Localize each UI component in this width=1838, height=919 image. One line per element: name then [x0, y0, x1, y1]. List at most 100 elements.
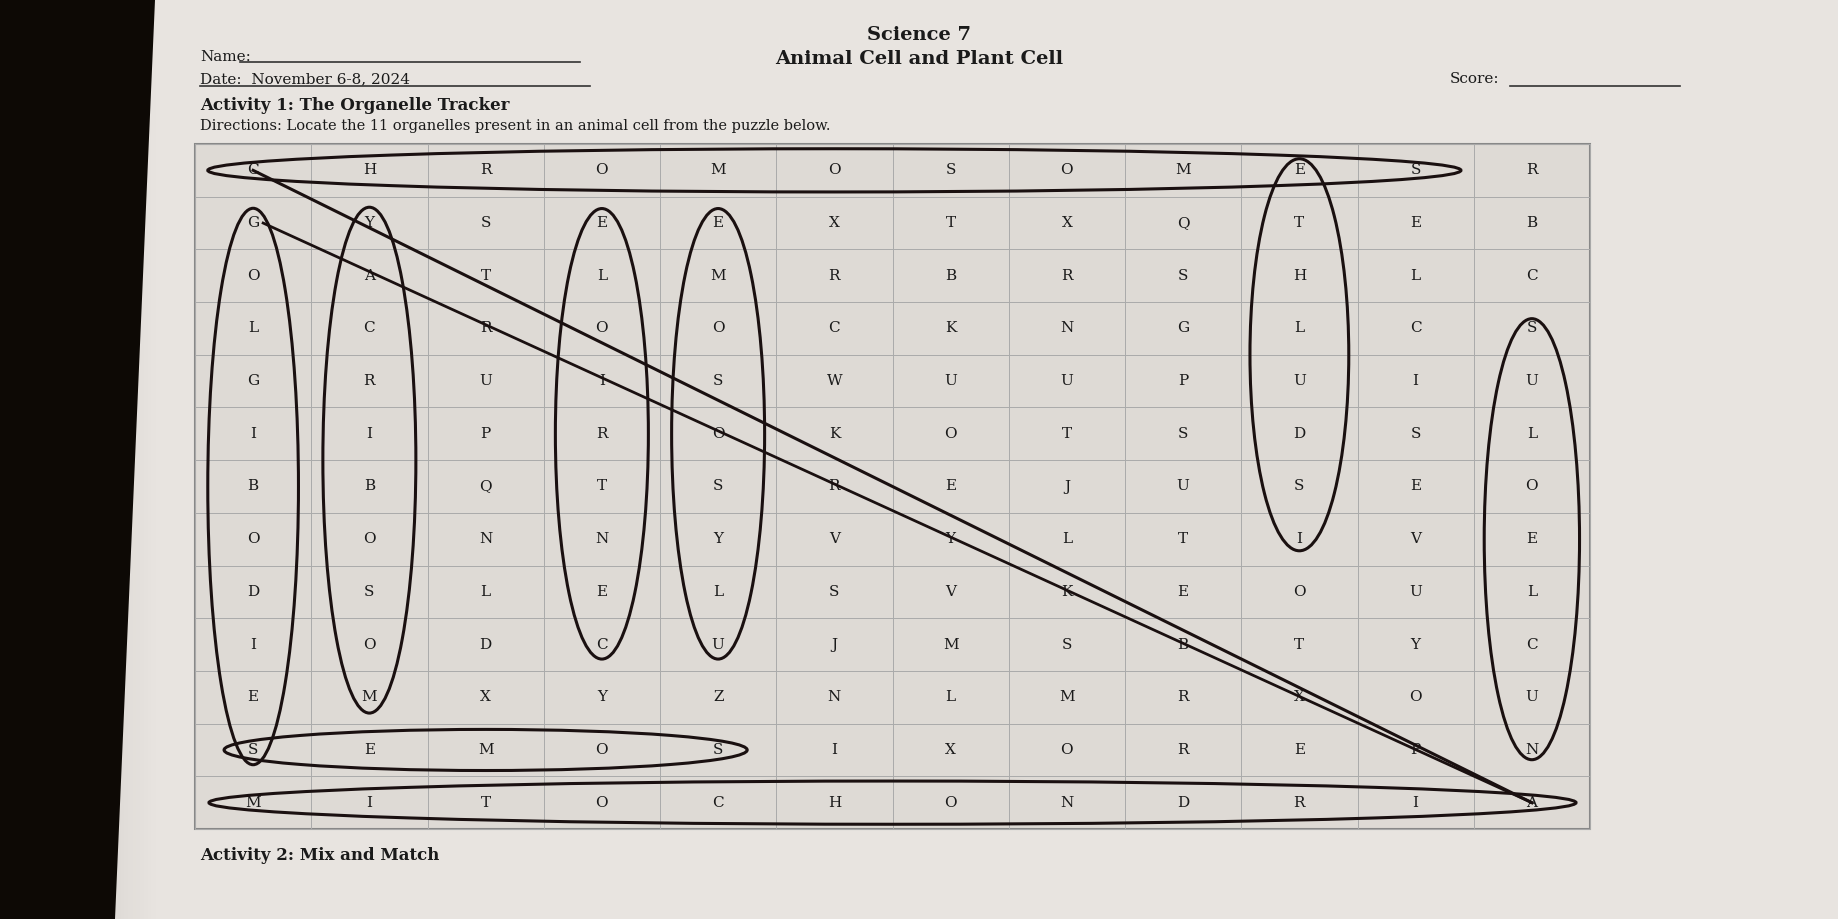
Text: X: X — [829, 216, 840, 230]
Text: S: S — [248, 743, 259, 757]
Text: S: S — [1178, 268, 1189, 283]
Text: E: E — [1410, 480, 1421, 494]
Text: I: I — [1413, 796, 1419, 810]
Text: G: G — [1176, 322, 1189, 335]
Text: U: U — [1176, 480, 1189, 494]
Text: L: L — [248, 322, 257, 335]
Text: P: P — [1178, 374, 1187, 388]
Text: P: P — [480, 426, 491, 441]
Text: R: R — [1526, 164, 1538, 177]
Text: B: B — [1178, 638, 1189, 652]
Text: O: O — [246, 268, 259, 283]
Text: L: L — [1527, 584, 1537, 599]
Text: O: O — [596, 796, 608, 810]
Text: Score:: Score: — [1450, 72, 1500, 86]
Text: E: E — [248, 690, 259, 704]
Text: R: R — [480, 164, 491, 177]
Text: R: R — [829, 480, 840, 494]
Text: M: M — [709, 268, 726, 283]
Text: O: O — [1061, 164, 1073, 177]
Text: M: M — [709, 164, 726, 177]
Text: S: S — [364, 584, 375, 599]
Text: C: C — [1410, 322, 1421, 335]
Text: Name:: Name: — [200, 50, 250, 64]
Text: U: U — [1292, 374, 1305, 388]
Text: E: E — [364, 743, 375, 757]
Text: S: S — [713, 743, 724, 757]
Text: R: R — [829, 268, 840, 283]
Text: S: S — [1410, 426, 1421, 441]
Text: L: L — [597, 268, 607, 283]
Text: T: T — [480, 796, 491, 810]
Text: O: O — [1294, 584, 1305, 599]
Text: A: A — [364, 268, 375, 283]
Text: D: D — [1176, 796, 1189, 810]
Text: U: U — [1526, 374, 1538, 388]
Text: N: N — [1061, 322, 1073, 335]
Text: N: N — [596, 532, 608, 546]
Text: S: S — [480, 216, 491, 230]
Text: Science 7: Science 7 — [868, 26, 970, 44]
Text: O: O — [364, 638, 375, 652]
Text: Q: Q — [480, 480, 493, 494]
Polygon shape — [0, 0, 154, 919]
Text: T: T — [1178, 532, 1187, 546]
Text: W: W — [827, 374, 842, 388]
Text: L: L — [945, 690, 956, 704]
Text: T: T — [1062, 426, 1072, 441]
Text: X: X — [1061, 216, 1072, 230]
Text: O: O — [829, 164, 840, 177]
Text: K: K — [829, 426, 840, 441]
Text: E: E — [596, 584, 607, 599]
Text: O: O — [1526, 480, 1538, 494]
Text: O: O — [1410, 690, 1423, 704]
Text: D: D — [1294, 426, 1305, 441]
Text: Y: Y — [597, 690, 607, 704]
Text: E: E — [1294, 743, 1305, 757]
Text: E: E — [596, 216, 607, 230]
Text: O: O — [596, 743, 608, 757]
Text: Date:  November 6-8, 2024: Date: November 6-8, 2024 — [200, 72, 410, 86]
Text: S: S — [1294, 480, 1305, 494]
Text: S: S — [1527, 322, 1537, 335]
Text: M: M — [1174, 164, 1191, 177]
Text: L: L — [1294, 322, 1305, 335]
Text: N: N — [480, 532, 493, 546]
Text: N: N — [1526, 743, 1538, 757]
Text: I: I — [250, 426, 255, 441]
Text: Animal Cell and Plant Cell: Animal Cell and Plant Cell — [776, 50, 1062, 68]
Text: J: J — [831, 638, 838, 652]
Text: R: R — [596, 426, 608, 441]
Text: R: R — [1061, 268, 1073, 283]
Text: Y: Y — [1410, 638, 1421, 652]
Text: O: O — [711, 426, 724, 441]
Text: Y: Y — [713, 532, 722, 546]
Text: H: H — [1292, 268, 1307, 283]
Text: U: U — [1410, 584, 1423, 599]
Text: U: U — [480, 374, 493, 388]
Text: K: K — [945, 322, 956, 335]
Text: L: L — [1062, 532, 1072, 546]
Text: L: L — [713, 584, 722, 599]
Text: B: B — [248, 480, 259, 494]
Text: L: L — [1410, 268, 1421, 283]
Text: Z: Z — [713, 690, 724, 704]
Text: X: X — [480, 690, 491, 704]
Text: U: U — [945, 374, 958, 388]
Text: X: X — [945, 743, 956, 757]
Text: O: O — [596, 322, 608, 335]
Text: E: E — [713, 216, 724, 230]
Text: B: B — [364, 480, 375, 494]
Text: L: L — [1527, 426, 1537, 441]
Text: K: K — [1061, 584, 1073, 599]
Text: U: U — [711, 638, 724, 652]
Text: C: C — [248, 164, 259, 177]
Text: I: I — [366, 796, 373, 810]
Text: I: I — [831, 743, 838, 757]
Text: O: O — [945, 796, 958, 810]
Text: S: S — [829, 584, 840, 599]
Text: M: M — [943, 638, 958, 652]
Text: O: O — [945, 426, 958, 441]
Text: C: C — [829, 322, 840, 335]
Text: I: I — [599, 374, 605, 388]
